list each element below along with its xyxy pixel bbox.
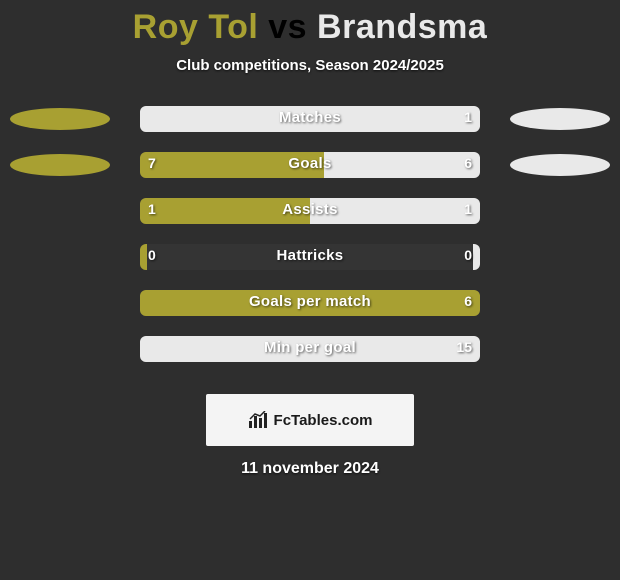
stat-value-right: 6	[464, 293, 472, 309]
stat-bar: Matches1	[140, 106, 480, 132]
stat-bar: Min per goal15	[140, 336, 480, 362]
brand-text: FcTables.com	[274, 412, 373, 429]
comparison-row: Min per goal15	[0, 334, 620, 380]
subtitle: Club competitions, Season 2024/2025	[0, 57, 620, 74]
comparison-row: Matches1	[0, 104, 620, 150]
stat-label: Hattricks	[140, 247, 480, 264]
stat-value-left: 1	[148, 201, 156, 217]
stat-label: Min per goal	[140, 339, 480, 356]
player1-oval	[10, 154, 110, 176]
stat-label: Assists	[140, 201, 480, 218]
stat-bar: Goals7 6	[140, 152, 480, 178]
stat-label: Matches	[140, 109, 480, 126]
stat-value-left: 0	[148, 247, 156, 263]
stat-bar: Assists1 1	[140, 198, 480, 224]
stat-value-right: 0	[464, 247, 472, 263]
comparison-row: Goals per match6	[0, 288, 620, 334]
page-title: Roy Tol vs Brandsma	[0, 0, 620, 47]
player1-name: Roy Tol	[133, 8, 259, 46]
vs-separator: vs	[258, 8, 317, 46]
stat-label: Goals per match	[140, 293, 480, 310]
stat-bar: Hattricks0 0	[140, 244, 480, 270]
player2-name: Brandsma	[317, 8, 487, 46]
stat-value-left: 7	[148, 155, 156, 171]
player2-oval	[510, 108, 610, 130]
player2-oval	[510, 154, 610, 176]
date-line: 11 november 2024	[0, 460, 620, 478]
stat-bar: Goals per match6	[140, 290, 480, 316]
player1-oval	[10, 108, 110, 130]
stat-value-right: 6	[464, 155, 472, 171]
stat-value-right: 15	[456, 339, 472, 355]
stat-value-right: 1	[464, 109, 472, 125]
comparison-row: Hattricks0 0	[0, 242, 620, 288]
stat-value-right: 1	[464, 201, 472, 217]
brand-badge[interactable]: FcTables.com	[206, 394, 414, 446]
comparison-row: Goals7 6	[0, 150, 620, 196]
chart-icon	[248, 411, 268, 429]
comparison-rows: Matches1Goals76Assists11Hattricks00Goals…	[0, 104, 620, 380]
stat-label: Goals	[140, 155, 480, 172]
comparison-row: Assists1 1	[0, 196, 620, 242]
